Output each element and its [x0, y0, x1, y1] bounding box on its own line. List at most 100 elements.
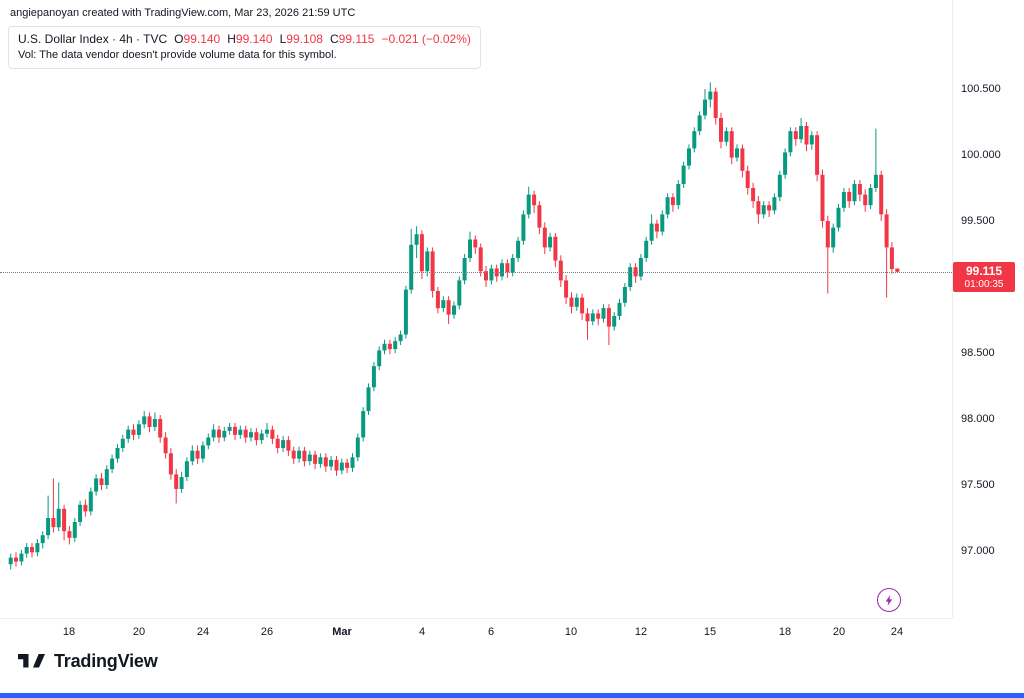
candle: [35, 539, 40, 557]
candle: [868, 184, 873, 210]
candle: [654, 219, 659, 239]
candle: [371, 362, 376, 392]
legend-ohlc-row: U.S. Dollar Index · 4h · TVC O99.140 H99.1…: [18, 31, 471, 47]
candle: [873, 128, 878, 192]
candle: [644, 236, 649, 262]
candle: [740, 144, 745, 178]
candle: [425, 247, 430, 277]
time-axis-label: 12: [634, 626, 648, 638]
candle: [377, 346, 382, 371]
candle: [270, 425, 275, 445]
candle: [302, 446, 307, 467]
candle: [783, 148, 788, 179]
candle: [147, 412, 152, 433]
candle: [200, 441, 205, 463]
candle: [703, 89, 707, 120]
candle: [574, 293, 579, 311]
candle: [158, 415, 163, 443]
time-axis-label: 4: [418, 626, 426, 638]
time-axis-label: 24: [890, 626, 904, 638]
candle: [478, 243, 483, 277]
candle: [745, 165, 750, 195]
candle: [500, 259, 504, 281]
attribution-text: angiepanoyan created with TradingView.co…: [10, 7, 356, 19]
candle: [521, 210, 526, 245]
candle: [719, 112, 723, 149]
candle: [761, 201, 766, 219]
time-axis-label: 20: [132, 626, 146, 638]
price-axis-label: 100.000: [961, 149, 1001, 161]
candle: [676, 180, 681, 210]
candle: [120, 434, 125, 452]
candle: [56, 482, 61, 532]
candle: [729, 127, 734, 165]
time-axis-label: 10: [564, 626, 578, 638]
candle: [62, 504, 67, 541]
candle: [195, 445, 200, 464]
candle: [409, 228, 414, 294]
candle: [772, 193, 777, 215]
candle: [596, 309, 601, 326]
candle: [617, 298, 622, 320]
candle: [446, 296, 451, 324]
candle: [361, 407, 366, 442]
candle: [756, 195, 761, 224]
price-axis[interactable]: 100.500100.00099.50099.00098.50098.00097…: [952, 0, 1024, 618]
tradingview-brand-text[interactable]: TradingView: [54, 651, 158, 671]
candle: [211, 424, 216, 442]
candle: [297, 446, 302, 463]
last-price-line: [0, 272, 952, 273]
candle: [510, 254, 515, 277]
price-axis-label: 99.500: [961, 215, 995, 227]
price-axis-label: 97.500: [961, 479, 995, 491]
candle: [558, 255, 563, 287]
candle: [8, 553, 13, 570]
candle: [291, 446, 296, 464]
candle: [665, 193, 670, 219]
time-axis-label: 6: [487, 626, 495, 638]
candle: [687, 144, 691, 170]
candle: [505, 259, 510, 278]
candle: [382, 339, 387, 355]
candle: [222, 426, 227, 442]
candle: [78, 500, 83, 526]
candle: [350, 453, 355, 472]
candle: [863, 189, 868, 212]
candle: [809, 131, 814, 150]
candle: [179, 471, 184, 493]
candle: [243, 425, 248, 443]
candle: [318, 453, 323, 468]
candle: [724, 127, 729, 146]
candle: [313, 450, 318, 470]
last-price-badge[interactable]: 99.115 01:00:35: [953, 262, 1015, 292]
candle: [233, 423, 237, 441]
price-axis-label: 98.500: [961, 347, 995, 359]
candle: [815, 131, 820, 182]
lightning-button[interactable]: [877, 588, 901, 612]
candle: [825, 215, 830, 294]
symbol-title[interactable]: U.S. Dollar Index · 4h · TVC: [18, 32, 168, 46]
candle: [339, 458, 344, 475]
tradingview-logo-icon[interactable]: [18, 651, 45, 672]
candle: [473, 235, 478, 254]
candle: [435, 287, 440, 314]
candle: [713, 87, 718, 125]
time-axis[interactable]: 18 20 24 26 Mar 4 6 10 12 15 18 20 24: [0, 618, 952, 649]
price-axis-label: 97.000: [961, 545, 995, 557]
candle: [692, 127, 697, 153]
candle: [441, 296, 446, 313]
bar-countdown: 01:00:35: [964, 279, 1004, 290]
time-axis-label: 18: [62, 626, 76, 638]
candle: [601, 304, 606, 323]
candle: [820, 169, 825, 228]
candle: [329, 456, 334, 471]
candle: [532, 190, 537, 214]
candle: [585, 308, 590, 340]
candle: [99, 473, 104, 491]
candle: [526, 186, 531, 219]
candle: [67, 525, 72, 545]
candle: [51, 478, 56, 533]
candle: [254, 428, 259, 446]
